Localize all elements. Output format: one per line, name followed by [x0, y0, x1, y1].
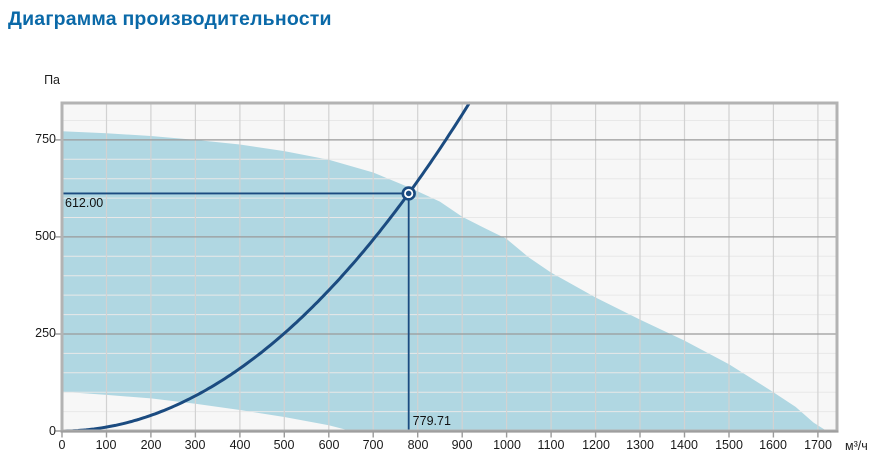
operating-envelope-area: [62, 131, 827, 432]
x-tick-label: 600: [318, 438, 340, 452]
x-axis-unit-label: м³/ч: [845, 439, 868, 453]
operating-point-marker-core: [405, 190, 412, 197]
x-tick-label: 1700: [804, 438, 832, 452]
pressure-readout: 612.00: [65, 196, 104, 211]
x-tick-label: 1500: [715, 438, 743, 452]
x-tick-label: 400: [229, 438, 251, 452]
flow-readout: 779.71: [412, 414, 451, 428]
x-tick-label: 200: [140, 438, 162, 452]
x-tick-label: 800: [407, 438, 429, 452]
y-axis-unit-label: Па: [44, 73, 60, 87]
x-tick-label: 1400: [670, 438, 698, 452]
x-tick-label: 900: [451, 438, 473, 452]
y-tick-label: 500: [35, 229, 56, 243]
x-tick-label: 1300: [626, 438, 654, 452]
page-title: Диаграмма производительности: [8, 8, 332, 30]
x-tick-label: 0: [58, 438, 66, 452]
x-tick-label: 1100: [537, 438, 565, 452]
y-tick-label: 0: [49, 424, 56, 438]
x-tick-label: 100: [95, 438, 117, 452]
x-tick-label: 1600: [759, 438, 787, 452]
system-curve: [60, 101, 471, 433]
x-tick-label: 700: [362, 438, 384, 452]
x-tick-label: 1000: [493, 438, 521, 452]
y-tick-label: 750: [35, 132, 56, 146]
x-tick-label: 300: [184, 438, 206, 452]
y-tick-label: 250: [35, 326, 56, 340]
x-tick-label: 500: [273, 438, 295, 452]
x-tick-label: 1200: [582, 438, 610, 452]
